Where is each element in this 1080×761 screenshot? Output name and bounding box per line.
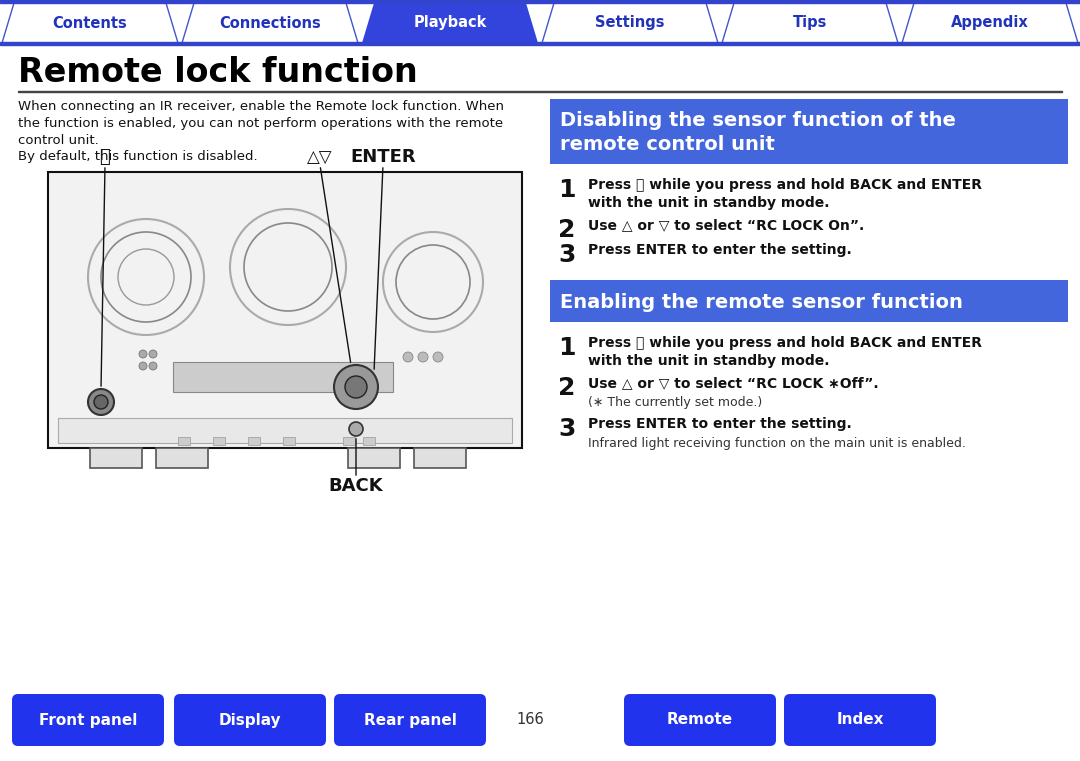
Circle shape bbox=[418, 352, 428, 362]
Bar bbox=[0, 42, 1080, 45]
Text: Playback: Playback bbox=[414, 15, 487, 30]
Bar bbox=[363, 437, 375, 445]
Text: Front panel: Front panel bbox=[39, 712, 137, 728]
Text: Use △ or ▽ to select “RC LOCK ∗Off”.: Use △ or ▽ to select “RC LOCK ∗Off”. bbox=[588, 376, 879, 390]
FancyBboxPatch shape bbox=[334, 694, 486, 746]
Bar bbox=[283, 437, 295, 445]
Text: Remote: Remote bbox=[667, 712, 733, 728]
Text: Index: Index bbox=[836, 712, 883, 728]
Text: ⏻: ⏻ bbox=[99, 148, 110, 166]
Text: Appendix: Appendix bbox=[951, 15, 1029, 30]
Polygon shape bbox=[183, 3, 357, 43]
Text: △▽: △▽ bbox=[307, 148, 333, 166]
Text: Tips: Tips bbox=[793, 15, 827, 30]
Circle shape bbox=[87, 389, 114, 415]
Circle shape bbox=[139, 350, 147, 358]
Text: Press ENTER to enter the setting.: Press ENTER to enter the setting. bbox=[588, 417, 852, 431]
Polygon shape bbox=[362, 3, 538, 43]
Text: Settings: Settings bbox=[595, 15, 665, 30]
Text: By default, this function is disabled.: By default, this function is disabled. bbox=[18, 150, 258, 163]
Bar bbox=[173, 362, 393, 392]
Text: 166: 166 bbox=[516, 712, 544, 728]
Polygon shape bbox=[902, 3, 1078, 43]
Polygon shape bbox=[723, 3, 897, 43]
Text: 1: 1 bbox=[558, 336, 576, 360]
Bar bbox=[58, 418, 512, 443]
Circle shape bbox=[345, 376, 367, 398]
FancyBboxPatch shape bbox=[174, 694, 326, 746]
Bar bbox=[343, 437, 355, 445]
Circle shape bbox=[433, 352, 443, 362]
Text: Disabling the sensor function of the
remote control unit: Disabling the sensor function of the rem… bbox=[561, 111, 956, 154]
Polygon shape bbox=[542, 3, 718, 43]
Text: Press ⏻ while you press and hold BACK and ENTER
with the unit in standby mode.: Press ⏻ while you press and hold BACK an… bbox=[588, 336, 982, 368]
Text: BACK: BACK bbox=[328, 477, 383, 495]
Text: When connecting an IR receiver, enable the Remote lock function. When
the functi: When connecting an IR receiver, enable t… bbox=[18, 100, 504, 147]
Text: Enabling the remote sensor function: Enabling the remote sensor function bbox=[561, 292, 963, 311]
Bar bbox=[0, 0, 1080, 3]
Bar bbox=[213, 437, 225, 445]
Text: Remote lock function: Remote lock function bbox=[18, 56, 418, 89]
Circle shape bbox=[139, 362, 147, 370]
Text: Infrared light receiving function on the main unit is enabled.: Infrared light receiving function on the… bbox=[588, 437, 966, 450]
Bar bbox=[156, 448, 208, 468]
Bar bbox=[414, 448, 465, 468]
Text: Display: Display bbox=[218, 712, 281, 728]
Bar bbox=[248, 437, 260, 445]
Bar bbox=[550, 280, 1068, 322]
Bar bbox=[48, 172, 522, 448]
Circle shape bbox=[149, 362, 157, 370]
Text: 2: 2 bbox=[558, 218, 576, 242]
Circle shape bbox=[349, 422, 363, 436]
Text: Connections: Connections bbox=[219, 15, 321, 30]
Circle shape bbox=[403, 352, 413, 362]
Text: 3: 3 bbox=[558, 243, 576, 267]
Text: 3: 3 bbox=[558, 417, 576, 441]
Circle shape bbox=[334, 365, 378, 409]
Bar bbox=[178, 437, 190, 445]
Text: Press ENTER to enter the setting.: Press ENTER to enter the setting. bbox=[588, 243, 852, 257]
FancyBboxPatch shape bbox=[12, 694, 164, 746]
Text: Press ⏻ while you press and hold BACK and ENTER
with the unit in standby mode.: Press ⏻ while you press and hold BACK an… bbox=[588, 178, 982, 210]
Bar bbox=[90, 448, 141, 468]
Bar bbox=[348, 448, 400, 468]
Text: 1: 1 bbox=[558, 178, 576, 202]
Circle shape bbox=[94, 395, 108, 409]
FancyBboxPatch shape bbox=[784, 694, 936, 746]
Bar bbox=[550, 99, 1068, 164]
Text: (∗ The currently set mode.): (∗ The currently set mode.) bbox=[588, 396, 762, 409]
Text: Rear panel: Rear panel bbox=[364, 712, 457, 728]
Text: Use △ or ▽ to select “RC LOCK On”.: Use △ or ▽ to select “RC LOCK On”. bbox=[588, 218, 864, 232]
Text: ENTER: ENTER bbox=[350, 148, 416, 166]
Text: 2: 2 bbox=[558, 376, 576, 400]
Text: Contents: Contents bbox=[53, 15, 127, 30]
Circle shape bbox=[149, 350, 157, 358]
Polygon shape bbox=[2, 3, 178, 43]
Bar bbox=[18, 91, 1062, 92]
FancyBboxPatch shape bbox=[624, 694, 777, 746]
